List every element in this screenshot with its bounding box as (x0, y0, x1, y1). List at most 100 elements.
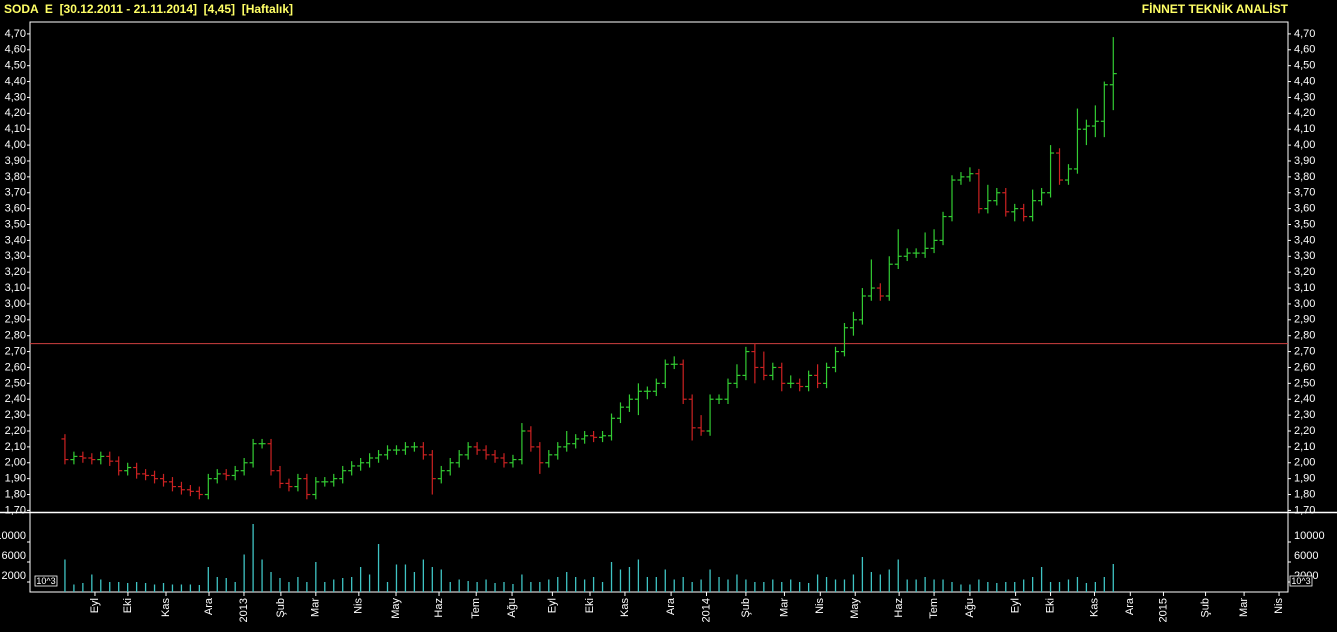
y-tick-label: 4,30 (1294, 91, 1315, 103)
x-tick-label: Ara (665, 597, 677, 615)
y-tick-label: 2,00 (1294, 457, 1315, 469)
y-tick-label: 2,90 (1294, 314, 1315, 326)
x-tick-label: Eki (1044, 598, 1056, 613)
y2-tick-label: 6000 (1294, 550, 1318, 562)
x-tick-label: Şub (1199, 598, 1211, 618)
y-tick-label: 3,60 (5, 203, 26, 215)
x-tick-label: Tem (470, 598, 482, 619)
unit-box (1289, 575, 1313, 587)
y-tick-label: 3,20 (5, 266, 26, 278)
y-tick-label: 3,20 (1294, 266, 1315, 278)
y-tick-label: 4,50 (1294, 60, 1315, 72)
y-tick-label: 2,20 (5, 425, 26, 437)
x-tick-label: Eyl (1010, 598, 1022, 613)
y-tick-label: 3,40 (1294, 234, 1315, 246)
x-tick-label: Şub (275, 598, 287, 618)
y-tick-label: 3,10 (5, 282, 26, 294)
y-tick-label: 1,80 (5, 488, 26, 500)
y2-tick-label: 10000 (0, 530, 26, 542)
y-tick-label: 4,70 (5, 28, 26, 40)
x-tick-label: Kas (1088, 598, 1100, 617)
x-tick-label: Eyl (89, 598, 101, 613)
x-tick-label: Kas (619, 598, 631, 617)
x-tick-label: Mar (310, 598, 322, 617)
y-tick-label: 2,40 (1294, 393, 1315, 405)
y-tick-label: 4,70 (1294, 28, 1315, 40)
y-tick-label: 3,60 (1294, 203, 1315, 215)
y-tick-label: 4,30 (5, 91, 26, 103)
y-tick-label: 2,90 (5, 314, 26, 326)
y-tick-label: 4,00 (5, 139, 26, 151)
y-tick-label: 1,70 (1294, 504, 1315, 516)
y-tick-label: 2,50 (1294, 377, 1315, 389)
y-tick-label: 3,80 (1294, 171, 1315, 183)
y-tick-label: 4,40 (5, 75, 26, 87)
x-tick-label: Ağu (506, 598, 518, 618)
x-tick-label: Mar (778, 598, 790, 617)
y-tick-label: 2,30 (1294, 409, 1315, 421)
y-tick-label: 3,10 (1294, 282, 1315, 294)
x-tick-label: 2015 (1157, 598, 1169, 622)
y2-tick-label: 2000 (2, 570, 26, 582)
x-tick-label: May (849, 598, 861, 619)
y-tick-label: 4,00 (1294, 139, 1315, 151)
x-tick-label: Haz (893, 598, 905, 618)
y-tick-label: 3,40 (5, 234, 26, 246)
y-tick-label: 3,50 (5, 218, 26, 230)
brand: FİNNET TEKNİK ANALİST (1142, 1, 1289, 16)
x-tick-label: Eki (122, 598, 134, 613)
x-tick-label: Eyl (546, 598, 558, 613)
x-tick-label: Şub (740, 598, 752, 618)
y-tick-label: 1,80 (1294, 488, 1315, 500)
y-tick-label: 2,30 (5, 409, 26, 421)
y-tick-label: 3,30 (5, 250, 26, 262)
y-tick-label: 3,50 (1294, 218, 1315, 230)
y-tick-label: 3,30 (1294, 250, 1315, 262)
y-tick-label: 2,10 (1294, 441, 1315, 453)
y-tick-label: 4,10 (5, 123, 26, 135)
y-tick-label: 2,60 (1294, 361, 1315, 373)
x-tick-label: Haz (433, 598, 445, 618)
y-tick-label: 3,70 (5, 187, 26, 199)
y-tick-label: 4,20 (1294, 107, 1315, 119)
y-tick-label: 2,20 (1294, 425, 1315, 437)
y-tick-label: 4,10 (1294, 123, 1315, 135)
y-tick-label: 1,90 (1294, 473, 1315, 485)
chart-title: SODA E [30.12.2011 - 21.11.2014] [4,45] … (4, 2, 293, 16)
x-tick-label: Nis (353, 598, 365, 614)
y-tick-label: 2,80 (1294, 330, 1315, 342)
plot-frame (29, 21, 1289, 593)
x-tick-label: May (390, 598, 402, 619)
volume-unit: 10^3 (36, 576, 55, 586)
y-tick-label: 1,70 (5, 504, 26, 516)
y-tick-label: 2,60 (5, 361, 26, 373)
y-tick-label: 2,50 (5, 377, 26, 389)
unit-box (34, 575, 58, 587)
x-tick-label: Ara (1124, 597, 1136, 615)
y-tick-label: 3,00 (1294, 298, 1315, 310)
x-tick-label: Ağu (964, 598, 976, 618)
x-tick-label: Eki (584, 598, 596, 613)
y-tick-label: 3,80 (5, 171, 26, 183)
y2-tick-label: 6000 (2, 550, 26, 562)
x-tick-label: Kas (160, 598, 172, 617)
x-tick-label: 2014 (700, 598, 712, 622)
y-tick-label: 2,70 (1294, 345, 1315, 357)
y-tick-label: 1,90 (5, 473, 26, 485)
y-tick-label: 2,70 (5, 345, 26, 357)
y-tick-label: 4,50 (5, 60, 26, 72)
y-tick-label: 2,80 (5, 330, 26, 342)
y-tick-label: 4,60 (1294, 44, 1315, 56)
y-tick-label: 3,70 (1294, 187, 1315, 199)
y-tick-label: 3,90 (1294, 155, 1315, 167)
y-tick-label: 4,60 (5, 44, 26, 56)
x-tick-label: Tem (928, 598, 940, 619)
x-tick-label: 2013 (238, 598, 250, 622)
y-tick-label: 3,90 (5, 155, 26, 167)
x-tick-label: Nis (814, 598, 826, 614)
volume-unit: 10^3 (1291, 576, 1310, 586)
x-tick-label: Mar (1238, 598, 1250, 617)
y-tick-label: 4,40 (1294, 75, 1315, 87)
